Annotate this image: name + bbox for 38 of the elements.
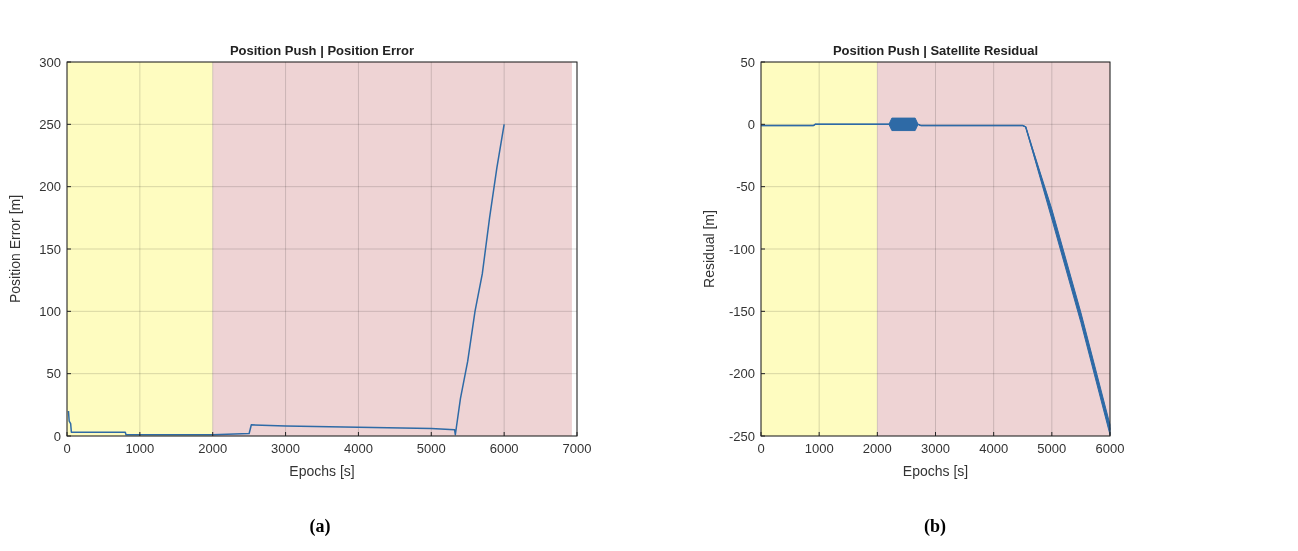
x-tick-label: 0 xyxy=(63,441,71,456)
y-tick-label: 150 xyxy=(39,241,61,257)
y-tick-label: -200 xyxy=(728,366,755,382)
chart-title: Position Push | Position Error xyxy=(229,43,415,58)
x-axis-title: Epochs [s] xyxy=(902,463,969,479)
chart-title: Position Push | Satellite Residual xyxy=(832,43,1039,58)
x-tick-label: 0 xyxy=(757,441,765,456)
x-tick-label: 5000 xyxy=(416,441,446,456)
x-tick-label: 2000 xyxy=(198,441,228,456)
x-tick-label: 4000 xyxy=(343,441,373,456)
text: (b) xyxy=(924,516,946,537)
y-axis-title: Position Error [m] xyxy=(7,194,23,304)
y-tick-label: 50 xyxy=(46,366,61,382)
y-tick-label: 200 xyxy=(39,179,61,195)
y-tick-label: 100 xyxy=(39,303,61,319)
y-tick-label: -50 xyxy=(736,179,755,195)
y-tick-label: -100 xyxy=(728,241,755,257)
x-tick-label: 2000 xyxy=(862,441,892,456)
y-tick-label: -250 xyxy=(728,428,755,444)
x-tick-label: 7000 xyxy=(562,441,592,456)
x-tick-label: 1000 xyxy=(804,441,834,456)
text: (a) xyxy=(309,516,331,537)
y-tick-label: 50 xyxy=(740,54,755,70)
x-tick-label: 6000 xyxy=(1095,441,1125,456)
x-tick-label: 5000 xyxy=(1037,441,1067,456)
y-tick-label: 300 xyxy=(39,54,61,70)
y-axis-title: Residual [m] xyxy=(701,210,717,288)
x-tick-label: 3000 xyxy=(921,441,950,456)
x-tick-label: 6000 xyxy=(489,441,519,456)
x-tick-label: 3000 xyxy=(271,441,301,456)
x-tick-label: 4000 xyxy=(979,441,1009,456)
y-tick-label: -150 xyxy=(728,303,755,319)
x-axis-title: Epochs [s] xyxy=(289,463,355,479)
y-tick-label: 250 xyxy=(39,116,61,132)
y-tick-label: 0 xyxy=(747,116,755,132)
y-tick-label: 0 xyxy=(53,428,61,444)
line-series xyxy=(67,123,505,436)
x-tick-label: 1000 xyxy=(125,441,155,456)
